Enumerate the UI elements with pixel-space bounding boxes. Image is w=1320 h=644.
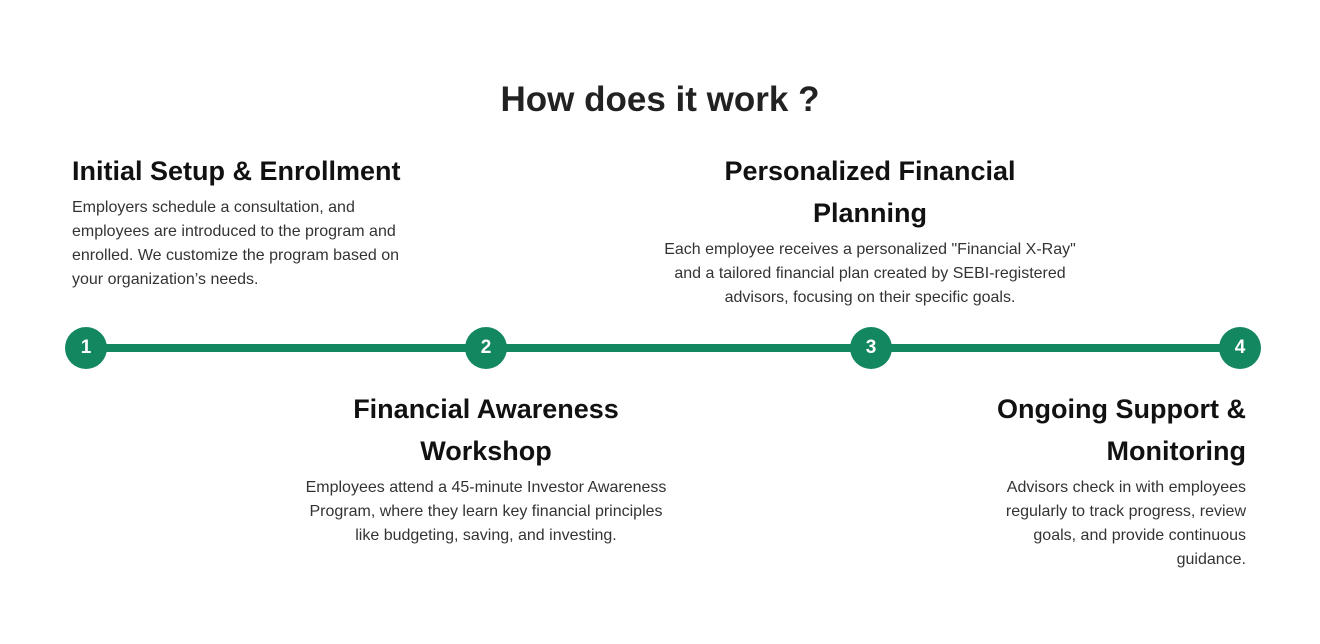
step-marker-4: 4 <box>1219 327 1261 369</box>
step-title: Ongoing Support & Monitoring <box>997 394 1246 466</box>
step-ongoing-support: Ongoing Support & Monitoring Advisors ch… <box>986 388 1246 572</box>
step-initial-setup: Initial Setup & Enrollment Employers sch… <box>72 150 452 292</box>
step-title: Financial Awareness Workshop <box>353 394 619 466</box>
step-awareness-workshop: Financial Awareness Workshop Employees a… <box>296 388 676 548</box>
step-title: Personalized Financial Planning <box>724 156 1016 228</box>
step-marker-2: 2 <box>465 327 507 369</box>
step-description: Employees attend a 45-minute Investor Aw… <box>305 479 667 544</box>
step-description: Advisors check in with employees regular… <box>1005 479 1246 568</box>
step-description: Each employee receives a personalized "F… <box>664 241 1076 306</box>
page-title: How does it work ? <box>500 80 820 119</box>
step-personalized-planning: Personalized Financial Planning Each emp… <box>650 150 1090 310</box>
step-description: Employers schedule a consultation, and e… <box>72 199 399 288</box>
step-title: Initial Setup & Enrollment <box>72 156 401 186</box>
timeline-line <box>86 344 1240 352</box>
step-marker-1: 1 <box>65 327 107 369</box>
step-marker-3: 3 <box>850 327 892 369</box>
